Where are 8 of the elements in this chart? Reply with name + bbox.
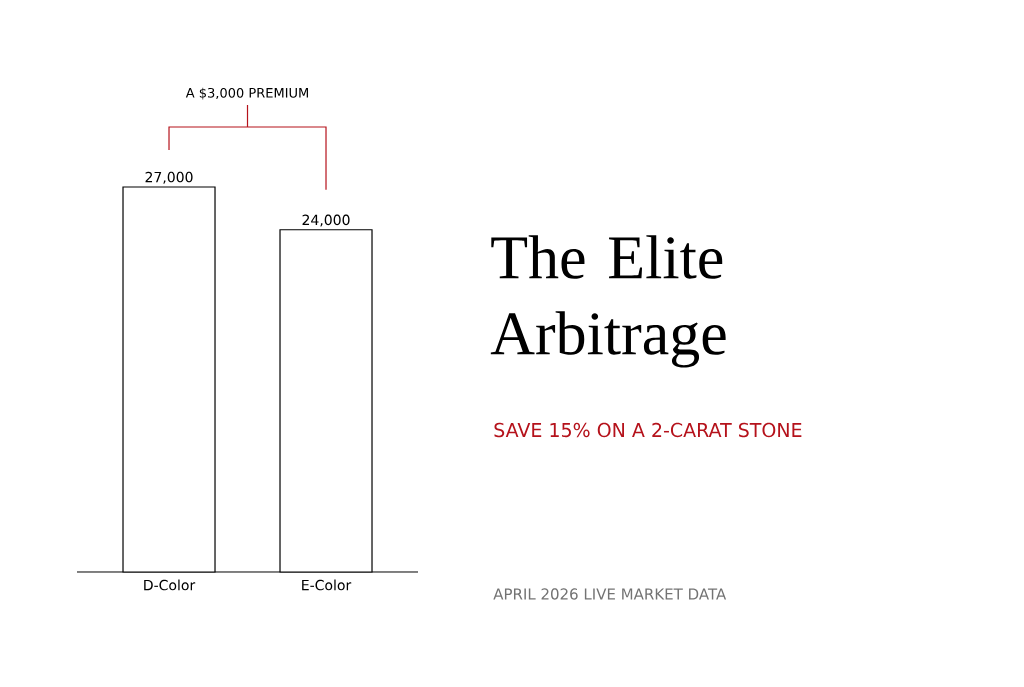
text: The Elite Arbitrage xyxy=(490,235,726,368)
text: APRIL 2026 LIVE MARKET DATA xyxy=(493,588,727,600)
data-label: 27,000 xyxy=(145,171,193,184)
data-label: 24,000 xyxy=(302,214,350,227)
text: SAVE 15% ON A 2-CARAT STONE xyxy=(494,422,802,438)
text: A $3,000 PREMIUM xyxy=(185,87,308,100)
x-tick-label: E-Color xyxy=(302,579,352,591)
x-tick-label: D-Color xyxy=(144,579,196,591)
